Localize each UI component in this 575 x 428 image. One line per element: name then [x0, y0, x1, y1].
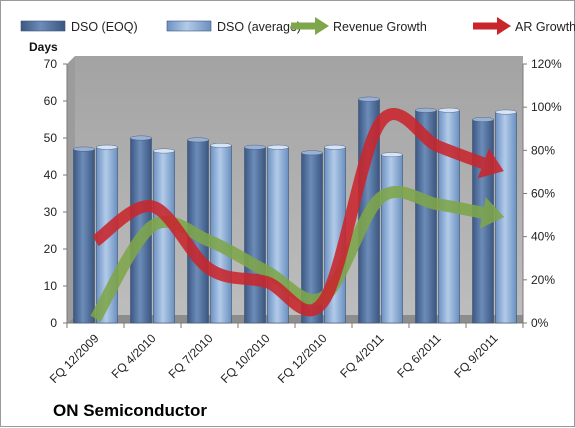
legend-label: AR Growth [515, 20, 575, 34]
y-left-axis-title: Days [29, 40, 58, 54]
y-right-tick-label: 120% [531, 57, 562, 71]
bar-top [268, 145, 289, 149]
x-tick-label: FQ 4/2011 [337, 331, 387, 381]
bar-top [496, 110, 517, 114]
bar-top [74, 147, 95, 151]
bar-top [473, 117, 494, 121]
plot-area: 0 10 20 30 40 50 60 70 0% 20% 40% 60% 80% 100% 120% FQ … [44, 56, 562, 386]
bar-top [382, 152, 403, 156]
bar-top [359, 97, 380, 101]
legend-swatch [21, 21, 65, 31]
bar [154, 151, 175, 323]
legend-arrowhead [497, 17, 511, 35]
bar-top [439, 108, 460, 112]
legend-item-ar-growth: AR Growth [473, 17, 575, 35]
legend-swatch [167, 21, 211, 31]
y-left-tick-label: 70 [44, 57, 58, 71]
company-label: ON Semiconductor [53, 401, 207, 420]
bar-top [245, 145, 266, 149]
y-right-tick-label: 0% [531, 316, 549, 330]
legend-item-dso-eoq: DSO (EOQ) [21, 20, 138, 34]
y-left-tick-label: 20 [44, 242, 58, 256]
y-right-tick-label: 100% [531, 100, 562, 114]
y-left-tick-label: 30 [44, 205, 58, 219]
y-left-tick-label: 10 [44, 279, 58, 293]
legend-label: Revenue Growth [333, 20, 427, 34]
x-tick-label: FQ 6/2011 [394, 331, 444, 381]
y-right-tick-label: 40% [531, 230, 555, 244]
bar [382, 155, 403, 323]
bar-top [131, 136, 152, 140]
bar-top [416, 108, 437, 112]
bar [74, 149, 95, 323]
x-tick-label: FQ 7/2010 [166, 331, 216, 381]
bar-top [154, 149, 175, 153]
x-tick-label: FQ 12/2009 [47, 331, 102, 386]
y-right-tick-label: 20% [531, 273, 555, 287]
legend-item-dso-average: DSO (average) [167, 20, 301, 34]
legend-label: DSO (average) [217, 20, 301, 34]
x-tick-label: FQ 4/2010 [109, 331, 159, 381]
y-left-tick-label: 40 [44, 168, 58, 182]
bar-top [188, 138, 209, 142]
x-tick-label: FQ 9/2011 [451, 331, 501, 381]
legend-item-revenue-growth: Revenue Growth [291, 17, 427, 35]
y-right-tick-label: 60% [531, 187, 555, 201]
bar [245, 147, 266, 323]
bar-top [211, 143, 232, 147]
legend-label: DSO (EOQ) [71, 20, 138, 34]
y-left-tick-label: 60 [44, 94, 58, 108]
bar-top [302, 151, 323, 155]
x-tick-label: FQ 12/2010 [275, 331, 330, 386]
y-right-tick-label: 80% [531, 143, 555, 157]
legend: DSO (EOQ) DSO (average) Revenue Growth AR G… [21, 17, 575, 35]
y-left-tick-label: 50 [44, 131, 58, 145]
bar-top [325, 145, 346, 149]
x-tick-label: FQ 10/2010 [218, 331, 273, 386]
legend-arrowhead [315, 17, 329, 35]
bar [211, 145, 232, 323]
y-left-tick-label: 0 [50, 316, 57, 330]
bar-top [97, 145, 118, 149]
